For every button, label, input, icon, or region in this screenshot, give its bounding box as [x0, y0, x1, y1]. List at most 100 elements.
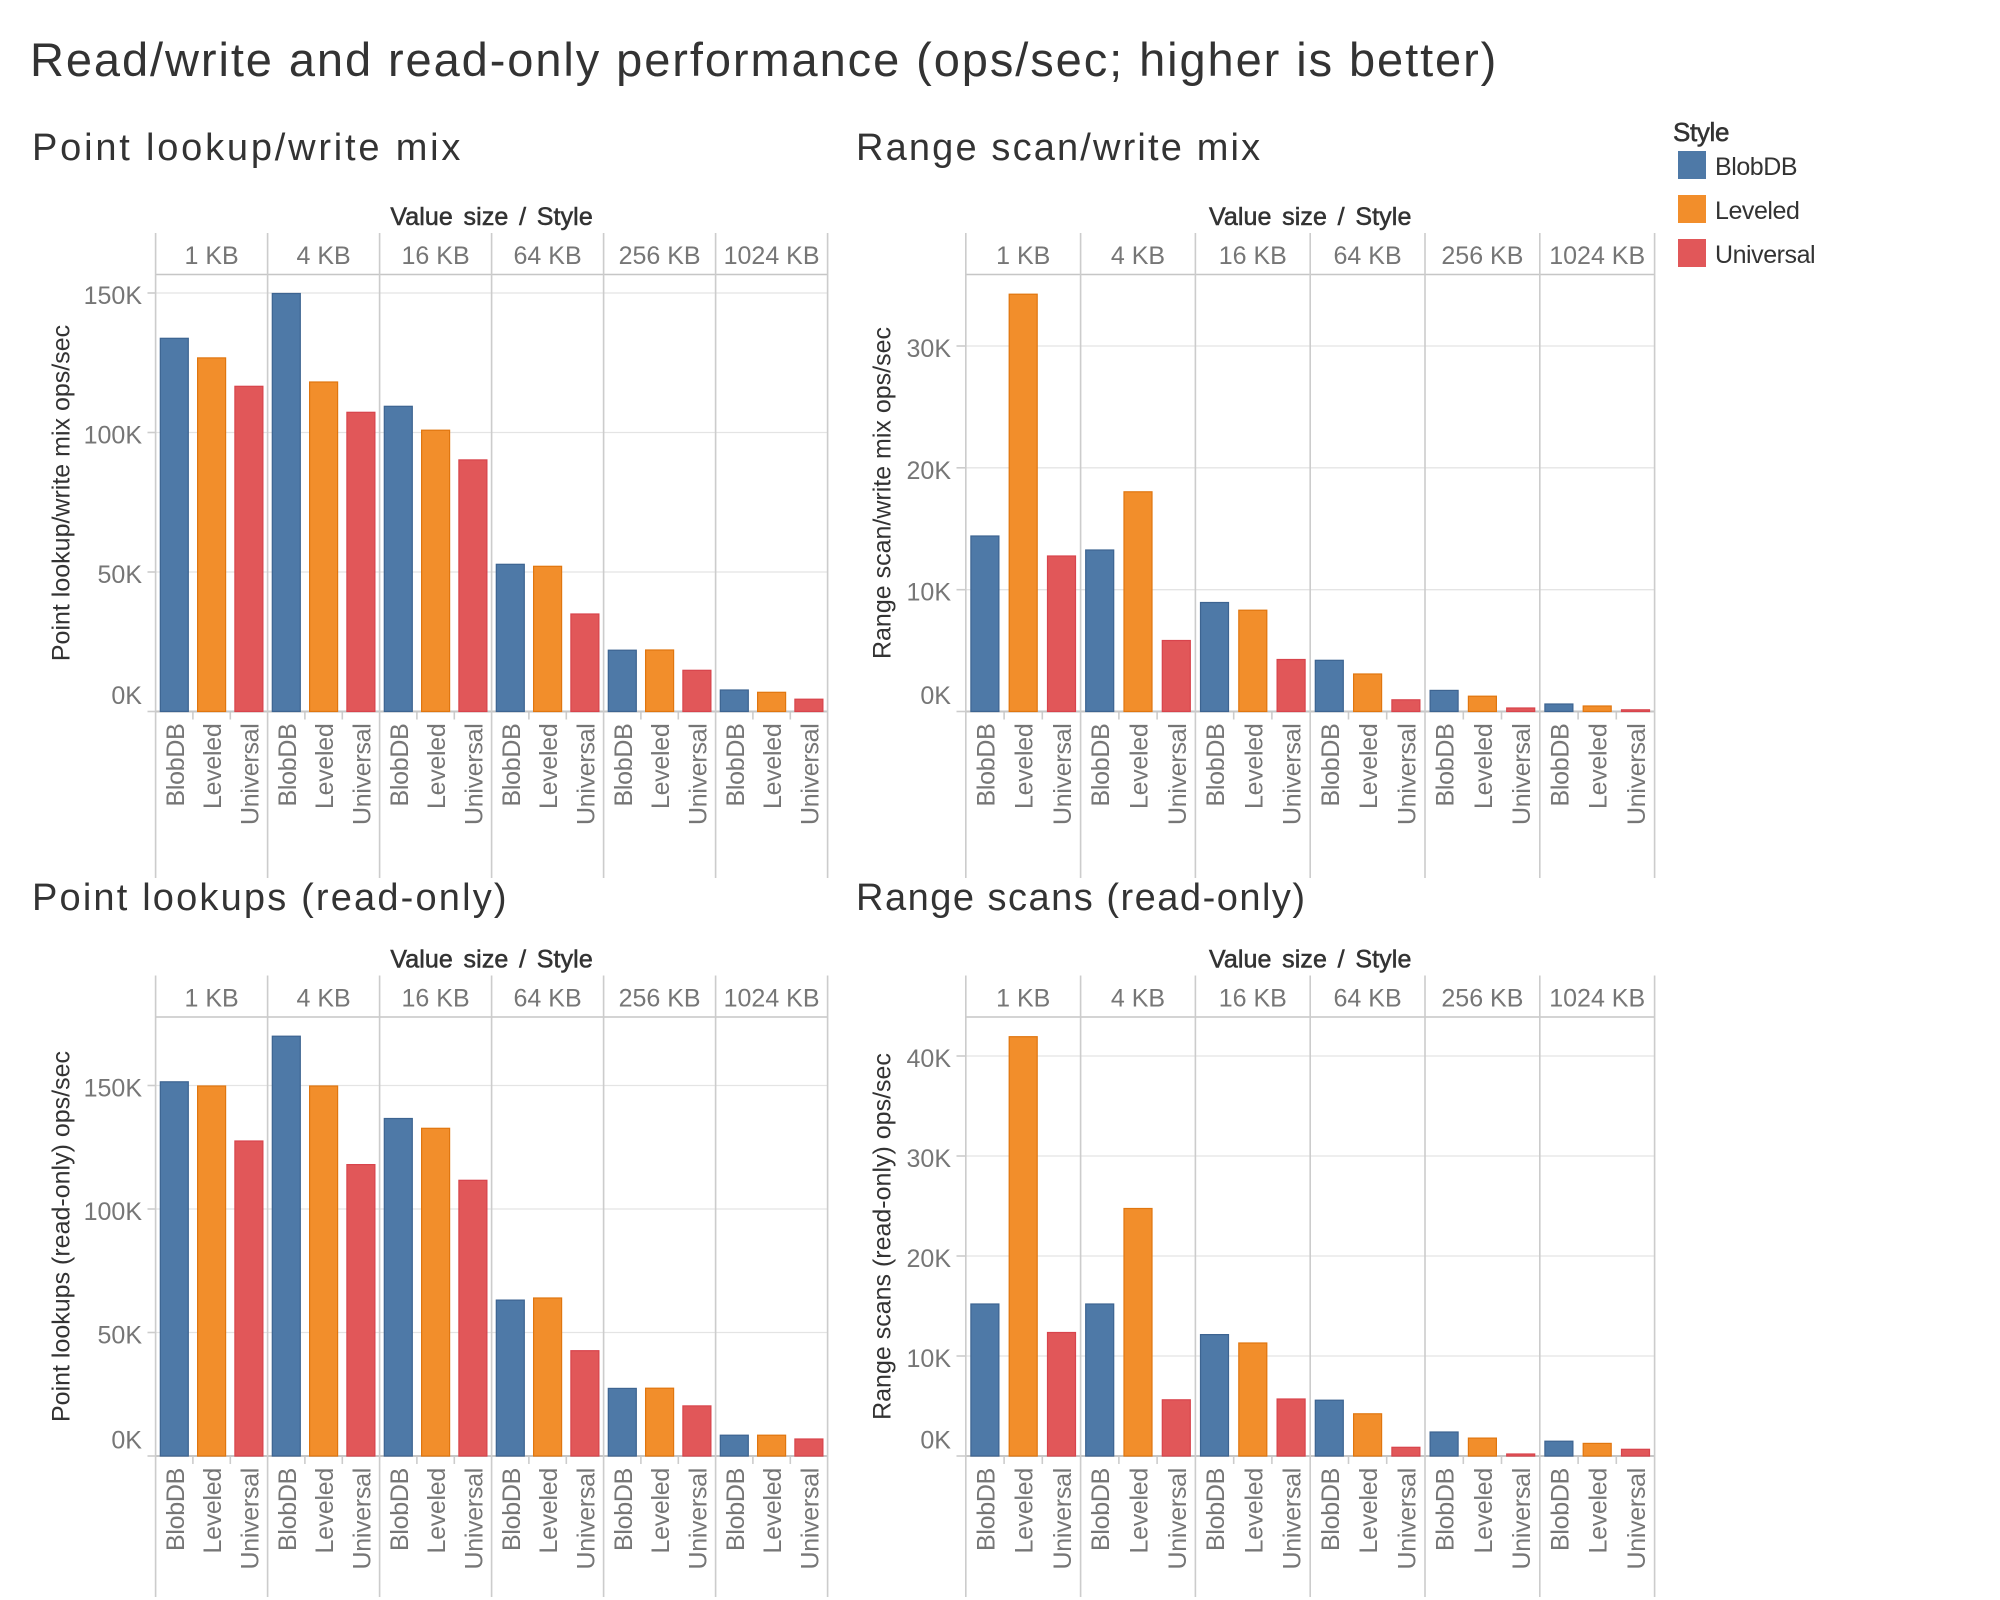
- svg-text:Style: Style: [1673, 117, 1729, 147]
- svg-text:BlobDB: BlobDB: [1432, 724, 1460, 807]
- svg-text:Universal: Universal: [572, 724, 600, 826]
- svg-text:1 KB: 1 KB: [996, 242, 1050, 270]
- svg-text:Leveled: Leveled: [1355, 1468, 1383, 1553]
- svg-text:BlobDB: BlobDB: [722, 724, 750, 807]
- svg-text:Leveled: Leveled: [1240, 724, 1268, 809]
- svg-text:Universal: Universal: [1715, 241, 1815, 269]
- svg-text:Point lookup/write mix: Point lookup/write mix: [32, 127, 463, 169]
- svg-text:4 KB: 4 KB: [296, 985, 350, 1013]
- svg-text:BlobDB: BlobDB: [1715, 153, 1797, 181]
- svg-text:Leveled: Leveled: [1126, 724, 1154, 809]
- svg-text:Leveled: Leveled: [199, 724, 227, 809]
- svg-text:30K: 30K: [907, 1145, 952, 1173]
- svg-text:BlobDB: BlobDB: [972, 1468, 1000, 1551]
- svg-text:Universal: Universal: [796, 1468, 824, 1570]
- svg-text:Leveled: Leveled: [647, 1468, 675, 1553]
- svg-text:100K: 100K: [84, 1198, 143, 1226]
- svg-text:Universal: Universal: [236, 724, 264, 826]
- svg-text:Point lookups (read-only) ops/: Point lookups (read-only) ops/sec: [48, 1051, 76, 1422]
- svg-text:4 KB: 4 KB: [1111, 985, 1165, 1013]
- svg-text:BlobDB: BlobDB: [274, 724, 302, 807]
- svg-text:Leveled: Leveled: [1585, 724, 1613, 809]
- svg-text:10K: 10K: [907, 1345, 952, 1373]
- svg-text:Universal: Universal: [1623, 724, 1651, 826]
- svg-text:BlobDB: BlobDB: [498, 1468, 526, 1551]
- svg-text:Leveled: Leveled: [423, 724, 451, 809]
- svg-text:64 KB: 64 KB: [514, 242, 582, 270]
- svg-text:Leveled: Leveled: [1470, 724, 1498, 809]
- svg-text:1 KB: 1 KB: [996, 985, 1050, 1013]
- svg-text:Leveled: Leveled: [1715, 197, 1799, 225]
- svg-text:1024 KB: 1024 KB: [724, 985, 820, 1013]
- svg-text:BlobDB: BlobDB: [1087, 1468, 1115, 1551]
- svg-text:Point lookups (read-only): Point lookups (read-only): [32, 877, 509, 919]
- svg-text:16 KB: 16 KB: [402, 985, 470, 1013]
- svg-text:BlobDB: BlobDB: [1317, 724, 1345, 807]
- svg-text:BlobDB: BlobDB: [386, 724, 414, 807]
- svg-text:Leveled: Leveled: [535, 1468, 563, 1553]
- svg-text:64 KB: 64 KB: [1334, 242, 1402, 270]
- svg-text:Universal: Universal: [1508, 724, 1536, 826]
- svg-text:Universal: Universal: [684, 1468, 712, 1570]
- svg-text:256 KB: 256 KB: [1441, 985, 1523, 1013]
- svg-text:Leveled: Leveled: [1011, 1468, 1039, 1553]
- svg-text:64 KB: 64 KB: [1334, 985, 1402, 1013]
- svg-text:BlobDB: BlobDB: [274, 1468, 302, 1551]
- svg-text:Universal: Universal: [1049, 1468, 1077, 1570]
- svg-text:BlobDB: BlobDB: [162, 1468, 190, 1551]
- svg-text:Universal: Universal: [572, 1468, 600, 1570]
- svg-text:Leveled: Leveled: [423, 1468, 451, 1553]
- svg-text:1 KB: 1 KB: [184, 985, 238, 1013]
- svg-text:BlobDB: BlobDB: [1202, 724, 1230, 807]
- svg-text:Leveled: Leveled: [1355, 724, 1383, 809]
- svg-text:Universal: Universal: [460, 1468, 488, 1570]
- svg-text:Leveled: Leveled: [199, 1468, 227, 1553]
- svg-text:256 KB: 256 KB: [1441, 242, 1523, 270]
- svg-text:BlobDB: BlobDB: [1087, 724, 1115, 807]
- svg-text:Leveled: Leveled: [647, 724, 675, 809]
- svg-text:Leveled: Leveled: [1470, 1468, 1498, 1553]
- svg-text:10K: 10K: [907, 579, 952, 607]
- svg-text:Universal: Universal: [1164, 724, 1192, 826]
- svg-text:Read/write and read-only perfo: Read/write and read-only performance (op…: [30, 33, 1498, 86]
- svg-text:Universal: Universal: [348, 724, 376, 826]
- svg-text:Universal: Universal: [796, 724, 824, 826]
- svg-text:20K: 20K: [907, 1245, 952, 1273]
- svg-text:150K: 150K: [84, 282, 143, 310]
- svg-text:Value size / Style: Value size / Style: [390, 946, 593, 974]
- svg-text:Range scans (read-only) ops/se: Range scans (read-only) ops/sec: [869, 1053, 897, 1420]
- svg-text:Universal: Universal: [236, 1468, 264, 1570]
- svg-text:0K: 0K: [920, 682, 951, 710]
- svg-text:BlobDB: BlobDB: [1317, 1468, 1345, 1551]
- svg-text:BlobDB: BlobDB: [162, 724, 190, 807]
- svg-text:BlobDB: BlobDB: [722, 1468, 750, 1551]
- svg-text:BlobDB: BlobDB: [972, 724, 1000, 807]
- svg-text:Universal: Universal: [684, 724, 712, 826]
- svg-text:4 KB: 4 KB: [1111, 242, 1165, 270]
- svg-text:150K: 150K: [84, 1075, 143, 1103]
- svg-text:4 KB: 4 KB: [296, 242, 350, 270]
- svg-text:BlobDB: BlobDB: [1546, 1468, 1574, 1551]
- svg-text:BlobDB: BlobDB: [1202, 1468, 1230, 1551]
- svg-text:1024 KB: 1024 KB: [724, 242, 820, 270]
- svg-text:Range scan/write mix ops/sec: Range scan/write mix ops/sec: [869, 327, 897, 659]
- svg-text:Universal: Universal: [460, 724, 488, 826]
- svg-text:Value size / Style: Value size / Style: [1209, 203, 1412, 231]
- svg-text:Leveled: Leveled: [1126, 1468, 1154, 1553]
- svg-text:Universal: Universal: [1279, 1468, 1307, 1570]
- svg-text:0K: 0K: [111, 1427, 142, 1455]
- svg-text:Leveled: Leveled: [311, 724, 339, 809]
- svg-text:Leveled: Leveled: [759, 1468, 787, 1553]
- svg-text:1 KB: 1 KB: [184, 242, 238, 270]
- svg-text:64 KB: 64 KB: [514, 985, 582, 1013]
- svg-text:Leveled: Leveled: [1011, 724, 1039, 809]
- svg-text:50K: 50K: [98, 561, 143, 589]
- svg-text:Leveled: Leveled: [759, 724, 787, 809]
- svg-text:BlobDB: BlobDB: [610, 1468, 638, 1551]
- svg-text:Value size / Style: Value size / Style: [390, 203, 593, 231]
- svg-text:Universal: Universal: [1393, 1468, 1421, 1570]
- svg-text:Leveled: Leveled: [535, 724, 563, 809]
- svg-text:BlobDB: BlobDB: [386, 1468, 414, 1551]
- svg-text:256 KB: 256 KB: [619, 242, 701, 270]
- svg-text:Universal: Universal: [1164, 1468, 1192, 1570]
